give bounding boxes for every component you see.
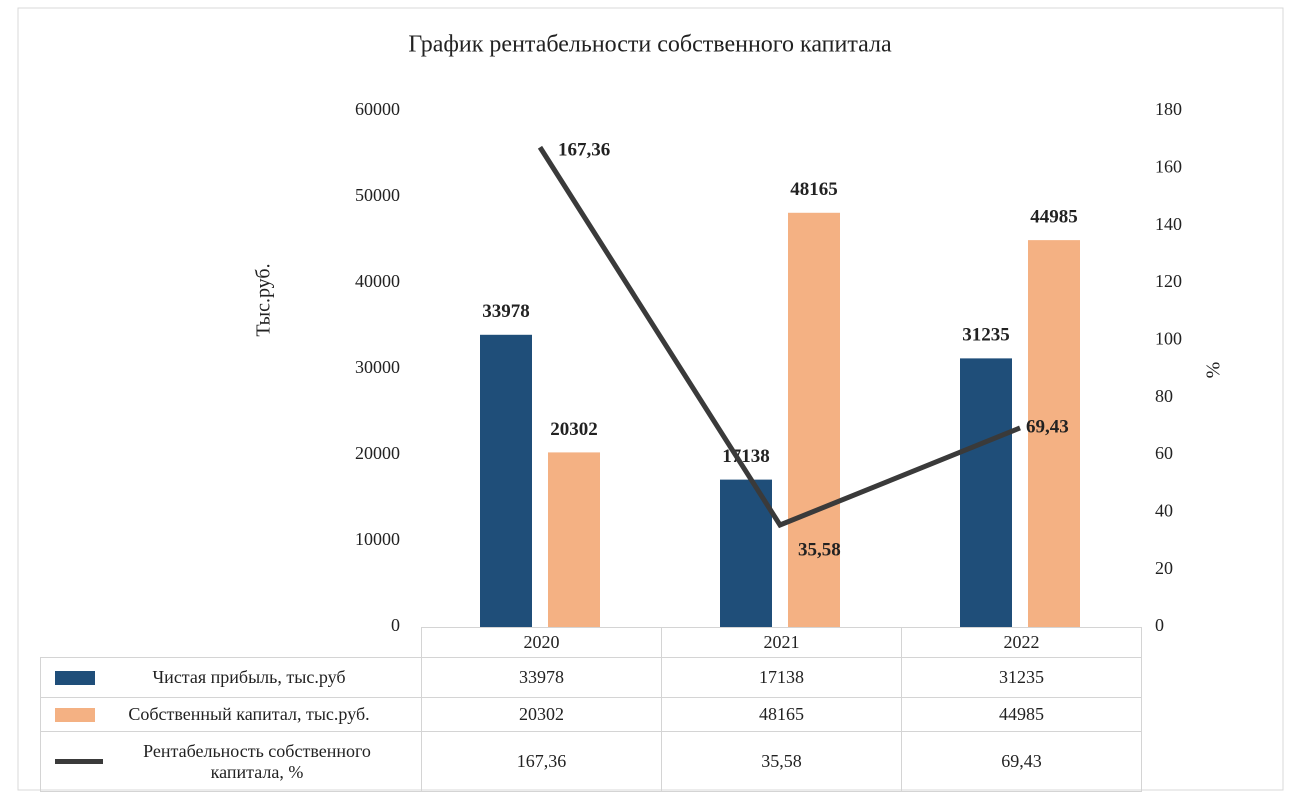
y2-tick-label: 160 — [1155, 156, 1182, 176]
table-row: Рентабельность собственного капитала, % 1… — [40, 731, 1142, 792]
table-cell: 69,43 — [901, 731, 1142, 792]
legend-swatch — [55, 759, 103, 764]
table-row: Собственный капитал, тыс.руб. 20302 48165 4… — [40, 697, 1142, 732]
table-cell: 31235 — [901, 657, 1142, 698]
y-axis-title: Тыс.руб. — [253, 263, 275, 336]
bar — [960, 358, 1012, 627]
legend-swatch — [55, 707, 95, 722]
y2-tick-label: 40 — [1155, 500, 1173, 520]
data-table: 2020 2021 2022 Чистая прибыль, тыс.руб 33978… — [40, 627, 1142, 792]
bar — [1028, 240, 1080, 627]
y2-tick-label: 140 — [1155, 214, 1182, 234]
legend-item: Рентабельность собственного капитала, % — [41, 741, 421, 783]
x-tick-label: 2022 — [901, 627, 1142, 658]
legend-label: Чистая прибыль, тыс.руб — [152, 667, 346, 687]
legend-cell: Чистая прибыль, тыс.руб — [40, 657, 422, 698]
y-tick-label: 0 — [391, 615, 400, 635]
table-cell: 44985 — [901, 697, 1142, 732]
table-cell: 167,36 — [421, 731, 662, 792]
data-label: 31235 — [962, 325, 1010, 346]
y-tick-label: 10000 — [355, 529, 400, 549]
legend-swatch — [55, 670, 95, 685]
y2-tick-label: 0 — [1155, 615, 1164, 635]
table-corner — [41, 628, 422, 658]
table-cell: 20302 — [421, 697, 662, 732]
legend-item: Чистая прибыль, тыс.руб — [41, 667, 421, 688]
table-cell: 33978 — [421, 657, 662, 698]
y2-tick-label: 80 — [1155, 386, 1173, 406]
bar — [720, 479, 772, 627]
data-label: 44985 — [1030, 206, 1078, 227]
y2-tick-label: 100 — [1155, 328, 1182, 348]
data-label: 20302 — [550, 419, 598, 440]
bar — [788, 212, 840, 627]
legend-cell: Рентабельность собственного капитала, % — [40, 731, 422, 792]
table-cell: 17138 — [661, 657, 902, 698]
y-tick-label: 40000 — [355, 271, 400, 291]
y2-tick-label: 120 — [1155, 271, 1182, 291]
y2-tick-label: 180 — [1155, 99, 1182, 119]
line — [537, 145, 1021, 529]
y-tick-label: 50000 — [355, 185, 400, 205]
y2-axis-title: % — [1203, 362, 1225, 379]
table-cell: 48165 — [661, 697, 902, 732]
legend-label: Рентабельность собственного капитала, % — [143, 740, 371, 782]
data-label: 48165 — [790, 179, 838, 200]
data-label: 167,36 — [558, 140, 610, 161]
x-tick-label: 2021 — [661, 627, 902, 658]
y2-tick-label: 20 — [1155, 558, 1173, 578]
data-label: 33978 — [482, 301, 530, 322]
legend-label: Собственный капитал, тыс.руб. — [128, 704, 370, 724]
x-tick-label: 2020 — [421, 627, 662, 658]
bar — [548, 452, 600, 627]
y-tick-label: 20000 — [355, 443, 400, 463]
data-label: 35,58 — [798, 539, 841, 560]
data-label: 69,43 — [1026, 416, 1069, 437]
table-cell: 35,58 — [661, 731, 902, 792]
y-tick-label: 60000 — [355, 99, 400, 119]
y-tick-label: 30000 — [355, 357, 400, 377]
bar — [480, 334, 532, 627]
table-header-row: 2020 2021 2022 — [41, 627, 1142, 658]
chart-title: График рентабельности собственного капит… — [408, 32, 892, 58]
y2-tick-label: 60 — [1155, 443, 1173, 463]
table-row: Чистая прибыль, тыс.руб 33978 17138 31235 — [40, 657, 1142, 698]
legend-item: Собственный капитал, тыс.руб. — [41, 704, 421, 725]
legend-cell: Собственный капитал, тыс.руб. — [40, 697, 422, 732]
